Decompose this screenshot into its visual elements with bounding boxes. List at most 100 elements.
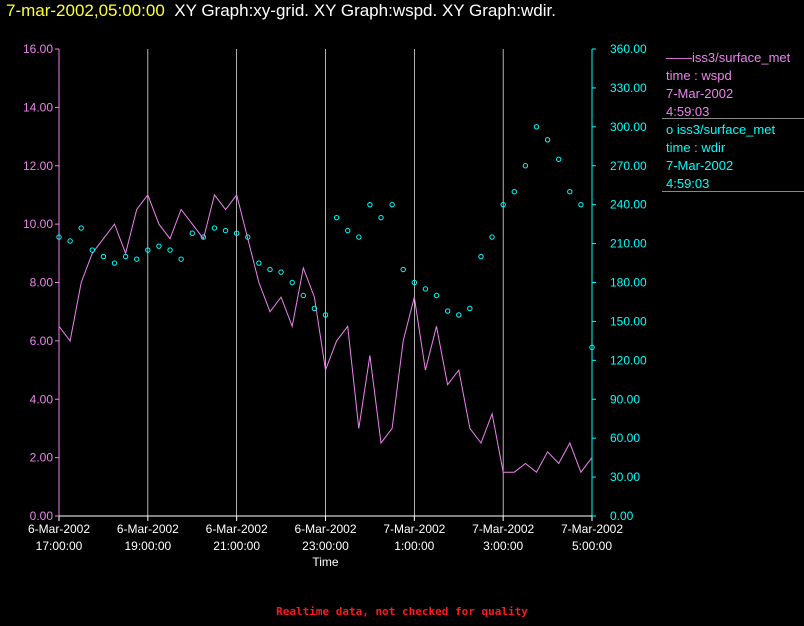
y-tick-label-right: 300.00 bbox=[610, 120, 647, 134]
wdir-point bbox=[500, 201, 506, 208]
y-tick-label-left: 4.00 bbox=[30, 392, 54, 406]
y-tick-label-right: 150.00 bbox=[610, 314, 647, 328]
y-tick-label-right: 30.00 bbox=[610, 470, 640, 484]
wdir-point bbox=[300, 292, 306, 299]
wdir-point bbox=[533, 124, 540, 130]
wspd-series bbox=[58, 193, 593, 474]
x-tick-label: 7-Mar-2002 bbox=[561, 522, 623, 536]
wdir-point bbox=[467, 305, 473, 312]
x-tick-label: 6-Mar-2002 bbox=[117, 522, 179, 536]
wdir-point bbox=[211, 225, 218, 231]
quality-note: Realtime data, not checked for quality bbox=[276, 605, 528, 618]
grid bbox=[147, 49, 593, 516]
x-tick-label: 23:00:00 bbox=[302, 539, 349, 553]
wdir-point bbox=[400, 266, 406, 273]
wdir-point bbox=[555, 156, 562, 162]
y-tick-label-left: 16.00 bbox=[23, 42, 53, 56]
legend-wspd-var: time : wspd bbox=[666, 68, 732, 83]
wdir-point bbox=[333, 214, 340, 221]
y-tick-label-right: 180.00 bbox=[610, 276, 647, 290]
wdir-point bbox=[134, 256, 140, 262]
wdir-point bbox=[578, 201, 584, 208]
chart-title: 7-mar-2002,05:00:00 XY Graph:xy-grid. XY… bbox=[6, 1, 556, 21]
axes bbox=[55, 48, 596, 521]
wdir-point bbox=[589, 344, 595, 351]
legend-wdir-var: time : wdir bbox=[666, 140, 726, 155]
wdir-point bbox=[111, 260, 118, 266]
wdir-point bbox=[245, 234, 251, 240]
y-tick-label-right: 270.00 bbox=[610, 159, 647, 173]
x-tick-label: 7-Mar-2002 bbox=[472, 522, 534, 536]
y-tick-label-right: 330.00 bbox=[610, 81, 647, 95]
wdir-point bbox=[156, 243, 162, 249]
x-tick-label: 21:00:00 bbox=[213, 539, 260, 553]
y-tick-label-left: 10.00 bbox=[23, 217, 53, 231]
y-tick-label-right: 210.00 bbox=[610, 237, 647, 251]
wdir-point bbox=[367, 201, 373, 208]
x-tick-label: 17:00:00 bbox=[36, 539, 83, 553]
wdir-point bbox=[389, 201, 395, 208]
graph-names: XY Graph:xy-grid. XY Graph:wspd. XY Grap… bbox=[174, 1, 556, 20]
wdir-point bbox=[178, 256, 184, 262]
y-tick-label-left: 12.00 bbox=[23, 159, 53, 173]
x-tick-label: 1:00:00 bbox=[394, 539, 434, 553]
wdir-point bbox=[311, 305, 318, 312]
x-axis-label: Time bbox=[312, 555, 339, 569]
legend-wdir-date: 7-Mar-2002 bbox=[666, 158, 734, 173]
wdir-point bbox=[222, 227, 229, 234]
wdir-point bbox=[56, 234, 62, 240]
tick-labels: 6-Mar-2002 17:00:00 6-Mar-2002 19:00:00 6-Ma… bbox=[23, 42, 647, 569]
wdir-point bbox=[356, 234, 362, 240]
wdir-point bbox=[233, 230, 240, 236]
wdir-point bbox=[511, 188, 517, 195]
wdir-point bbox=[289, 279, 295, 286]
legend-divider bbox=[662, 191, 804, 192]
wdir-point bbox=[278, 269, 284, 275]
wdir-point bbox=[256, 260, 262, 266]
wdir-point bbox=[444, 308, 451, 314]
wdir-point bbox=[122, 253, 129, 260]
legend-wspd: ——iss3/surface_met time : wspd 7-Mar-200… bbox=[666, 49, 790, 121]
y-tick-label-right: 120.00 bbox=[610, 353, 647, 367]
wdir-point bbox=[345, 227, 351, 234]
legend-wspd-time: 4:59:03 bbox=[666, 104, 710, 119]
wdir-point bbox=[411, 279, 418, 286]
legend-wdir-source: o iss3/surface_met bbox=[666, 122, 776, 137]
y-tick-label-right: 0.00 bbox=[610, 509, 634, 523]
wdir-point bbox=[422, 286, 429, 292]
wdir-series bbox=[56, 124, 595, 351]
x-tick-label: 3:00:00 bbox=[483, 539, 523, 553]
legend-wdir: o iss3/surface_met time : wdir 7-Mar-200… bbox=[666, 121, 775, 193]
wdir-point bbox=[267, 266, 273, 273]
y-tick-label-left: 8.00 bbox=[30, 276, 54, 290]
timestamp: 7-mar-2002,05:00:00 bbox=[6, 1, 165, 20]
x-tick-label: 5:00:00 bbox=[572, 539, 612, 553]
wdir-point bbox=[378, 214, 384, 221]
wdir-point bbox=[167, 247, 173, 253]
x-tick-label: 6-Mar-2002 bbox=[206, 522, 268, 536]
x-tick-label: 6-Mar-2002 bbox=[28, 522, 90, 536]
wdir-point bbox=[456, 312, 462, 318]
wdir-point bbox=[145, 247, 151, 253]
wdir-point bbox=[544, 137, 551, 143]
wdir-point bbox=[322, 312, 329, 318]
wdir-point bbox=[100, 253, 107, 260]
wspd-line bbox=[58, 193, 593, 474]
wdir-point bbox=[489, 234, 495, 240]
legend-wspd-source: ——iss3/surface_met bbox=[666, 50, 791, 65]
y-tick-label-left: 2.00 bbox=[30, 451, 54, 465]
wdir-point bbox=[567, 188, 573, 195]
wdir-point bbox=[478, 253, 484, 260]
y-tick-label-right: 60.00 bbox=[610, 431, 640, 445]
x-tick-label: 19:00:00 bbox=[124, 539, 171, 553]
legend-wspd-date: 7-Mar-2002 bbox=[666, 86, 734, 101]
y-tick-label-left: 6.00 bbox=[30, 334, 54, 348]
wdir-point bbox=[89, 247, 96, 253]
wdir-point bbox=[200, 234, 207, 240]
y-tick-label-left: 0.00 bbox=[30, 509, 54, 523]
wdir-point bbox=[78, 225, 84, 231]
y-tick-label-left: 14.00 bbox=[23, 100, 53, 114]
y-tick-label-right: 90.00 bbox=[610, 392, 640, 406]
x-tick-label: 6-Mar-2002 bbox=[294, 522, 356, 536]
